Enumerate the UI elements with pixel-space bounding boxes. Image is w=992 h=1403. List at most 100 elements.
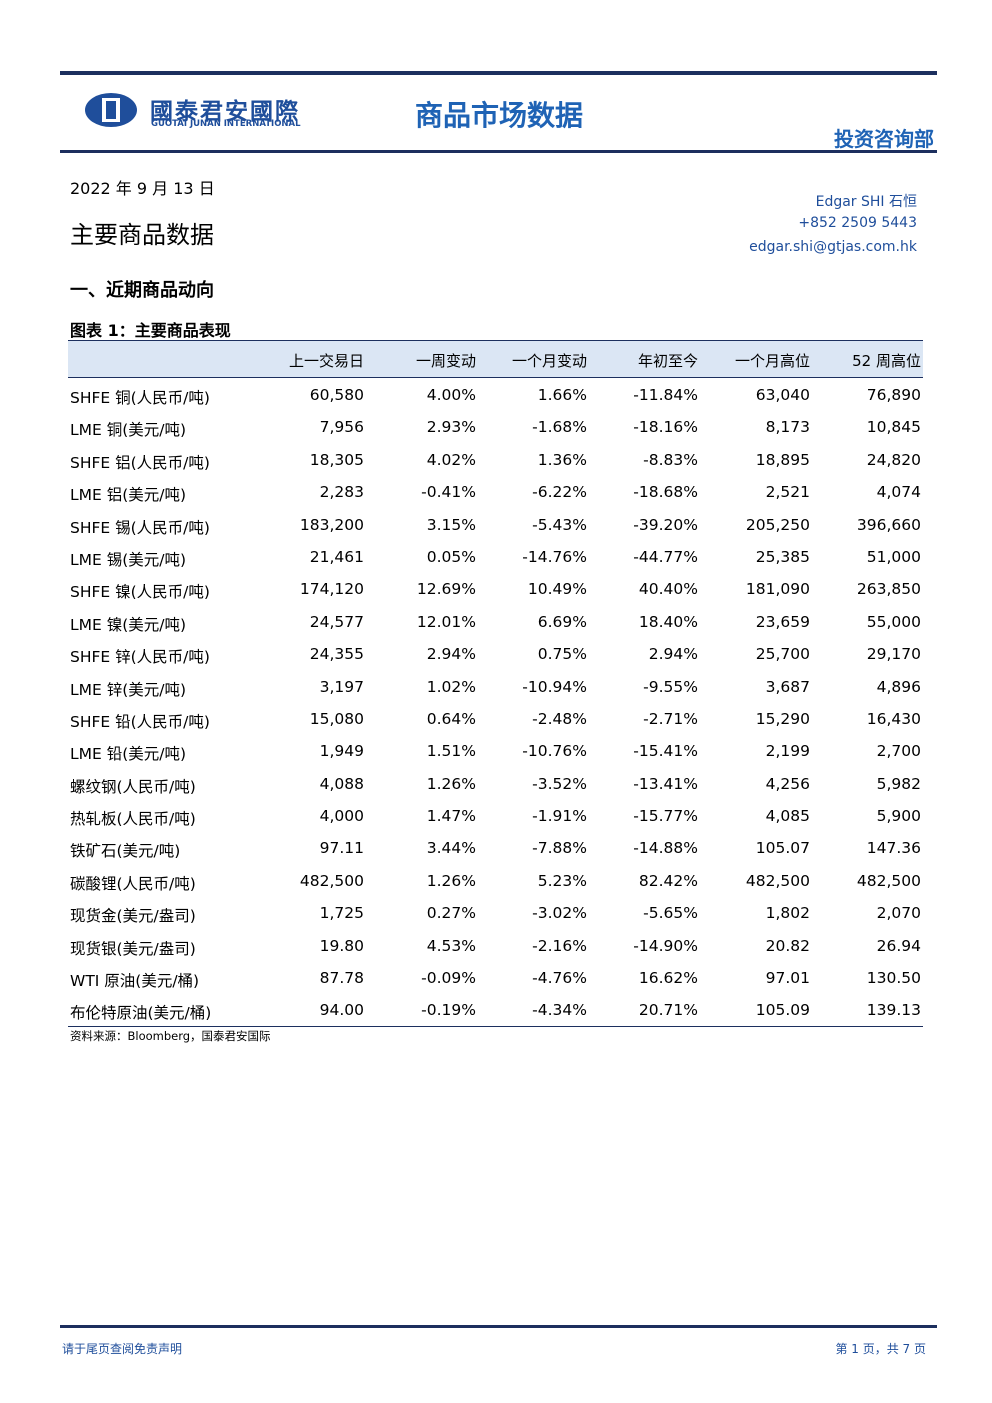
table-cell: -8.83%	[643, 450, 698, 469]
table-row: 热轧板(人民币/吨) 4,000 1.47% -1.91% -15.77% 4,085 5,…	[68, 799, 923, 831]
table-cell: 1.51%	[426, 742, 476, 761]
table-cell: 螺纹钢(人民币/吨)	[70, 777, 196, 796]
table-cell: 4,088	[319, 774, 364, 793]
table-cell: 2.94%	[426, 645, 476, 664]
table-cell: 76,890	[866, 386, 921, 404]
table-cell: 482,500	[856, 871, 921, 890]
header-cell: 一个月高位	[734, 352, 810, 370]
table-cell: 1,949	[319, 742, 364, 761]
disclaimer: 请于尾页查阅免责声明	[62, 1342, 183, 1356]
header-rule	[60, 150, 937, 153]
header-cell: 52 周高位	[852, 352, 921, 370]
table-cell: -39.20%	[633, 515, 698, 534]
table-cell: 396,660	[856, 515, 921, 534]
table-cell: 4,085	[765, 807, 810, 826]
table-cell: 19.80	[319, 936, 364, 955]
table-cell: 82.42%	[638, 871, 698, 890]
table-cell: 139.13	[866, 1001, 921, 1020]
table-row: SHFE 铅(人民币/吨) 15,080 0.64% -2.48% -2.71% 15,2…	[68, 702, 923, 734]
table-cell: -7.88%	[532, 839, 587, 858]
table-cell: 20.82	[765, 936, 810, 955]
table-cell: SHFE 锡(人民币/吨)	[70, 518, 210, 537]
table-cell: 2,199	[765, 742, 810, 761]
table-row: 铁矿石(美元/吨) 97.11 3.44% -7.88% -14.88% 105.07 14…	[68, 831, 923, 863]
table-cell: 2.93%	[426, 418, 476, 437]
header-cell: 上一交易日	[288, 352, 364, 370]
author-name: Edgar SHI 石恒	[815, 194, 917, 210]
table-cell: 碳酸锂(人民币/吨)	[70, 874, 196, 893]
logo-mark	[85, 93, 137, 127]
table-cell: 7,956	[319, 418, 364, 437]
table-row: SHFE 锡(人民币/吨) 183,200 3.15% -5.43% -39.20% 20…	[68, 508, 923, 540]
table-row: LME 锌(美元/吨) 3,197 1.02% -10.94% -9.55% 3,687 4…	[68, 670, 923, 702]
table-cell: 20.71%	[638, 1001, 698, 1020]
header-cell: 一个月变动	[511, 352, 587, 370]
table-cell: 1.47%	[426, 807, 476, 826]
table-cell: -15.77%	[633, 807, 698, 826]
table-cell: 2,521	[765, 483, 810, 502]
figure-title: 图表 1：主要商品表现	[70, 321, 231, 340]
header-cell: 年初至今	[637, 352, 698, 370]
table-cell: 1,725	[319, 904, 364, 923]
table-cell: 5,900	[876, 807, 921, 826]
table-cell: -1.68%	[532, 418, 587, 437]
table-cell: SHFE 铅(人民币/吨)	[70, 712, 210, 731]
table-cell: 1.66%	[537, 386, 587, 404]
table-cell: 4,000	[319, 807, 364, 826]
date: 2022 年 9 月 13 日	[70, 179, 215, 198]
table-cell: 10.49%	[527, 580, 587, 599]
table-cell: 12.69%	[416, 580, 476, 599]
table-cell: LME 镍(美元/吨)	[70, 615, 187, 634]
table-cell: 3,687	[765, 677, 810, 696]
table-row: SHFE 镍(人民币/吨) 174,120 12.69% 10.49% 40.40% 18…	[68, 572, 923, 604]
table-cell: -0.09%	[421, 969, 476, 988]
table-cell: 4.00%	[426, 386, 476, 404]
table-cell: SHFE 镍(人民币/吨)	[70, 583, 210, 602]
table-cell: 2,070	[876, 904, 921, 923]
section-title: 一、近期商品动向	[70, 280, 214, 301]
table-cell: 3,197	[319, 677, 364, 696]
table-cell: -18.16%	[633, 418, 698, 437]
table-cell: 5.23%	[537, 871, 587, 890]
table-cell: -14.90%	[633, 936, 698, 955]
header-cell: 一周变动	[415, 352, 476, 370]
table-cell: 263,850	[856, 580, 921, 599]
table-cell: -18.68%	[633, 483, 698, 502]
table-cell: 1,802	[765, 904, 810, 923]
table-cell: 482,500	[299, 871, 364, 890]
table-cell: 183,200	[299, 515, 364, 534]
table-cell: 97.11	[319, 839, 364, 858]
table-cell: 4.02%	[426, 450, 476, 469]
table-row: LME 铝(美元/吨) 2,283 -0.41% -6.22% -18.68% 2,521…	[68, 475, 923, 507]
author-email: edgar.shi@gtjas.com.hk	[749, 239, 917, 255]
table-cell: 21,461	[309, 547, 364, 566]
table: 上一交易日 一周变动 一个月变动 年初至今 一个月高位 52 周高位 SHFE 铜(人民币/…	[68, 340, 923, 1027]
table-cell: 10,845	[866, 418, 921, 437]
table-row: LME 锡(美元/吨) 21,461 0.05% -14.76% -44.77% 25,3…	[68, 540, 923, 572]
table-cell: 105.07	[755, 839, 810, 858]
table-cell: -0.41%	[421, 483, 476, 502]
table-row: 现货银(美元/盎司) 19.80 4.53% -2.16% -14.90% 20.82 26…	[68, 929, 923, 961]
table-cell: -4.76%	[532, 969, 587, 988]
table-row: SHFE 铜(人民币/吨) 60,580 4.00% 1.66% -11.84% 63,0…	[68, 378, 923, 410]
table-cell: 4,074	[876, 483, 921, 502]
table-cell: 15,080	[309, 709, 364, 728]
table-cell: -2.71%	[643, 709, 698, 728]
table-cell: 1.36%	[537, 450, 587, 469]
table-row: 布伦特原油(美元/桶) 94.00 -0.19% -4.34% 20.71% 105.09…	[68, 993, 923, 1025]
table-cell: -3.52%	[532, 774, 587, 793]
table-cell: 6.69%	[537, 612, 587, 631]
table-cell: -44.77%	[633, 547, 698, 566]
table-cell: 25,385	[755, 547, 810, 566]
table-bottom-rule	[68, 1025, 923, 1027]
table-cell: 174,120	[299, 580, 364, 599]
table-cell: 105.09	[755, 1001, 810, 1020]
table-cell: 16.62%	[638, 969, 698, 988]
table-cell: 布伦特原油(美元/桶)	[70, 1004, 212, 1023]
table-row: LME 镍(美元/吨) 24,577 12.01% 6.69% 18.40% 23,659…	[68, 605, 923, 637]
table-cell: 4.53%	[426, 936, 476, 955]
table-cell: -4.34%	[532, 1001, 587, 1020]
table-row: SHFE 锌(人民币/吨) 24,355 2.94% 0.75% 2.94% 25,700…	[68, 637, 923, 669]
table-cell: 热轧板(人民币/吨)	[70, 810, 196, 829]
